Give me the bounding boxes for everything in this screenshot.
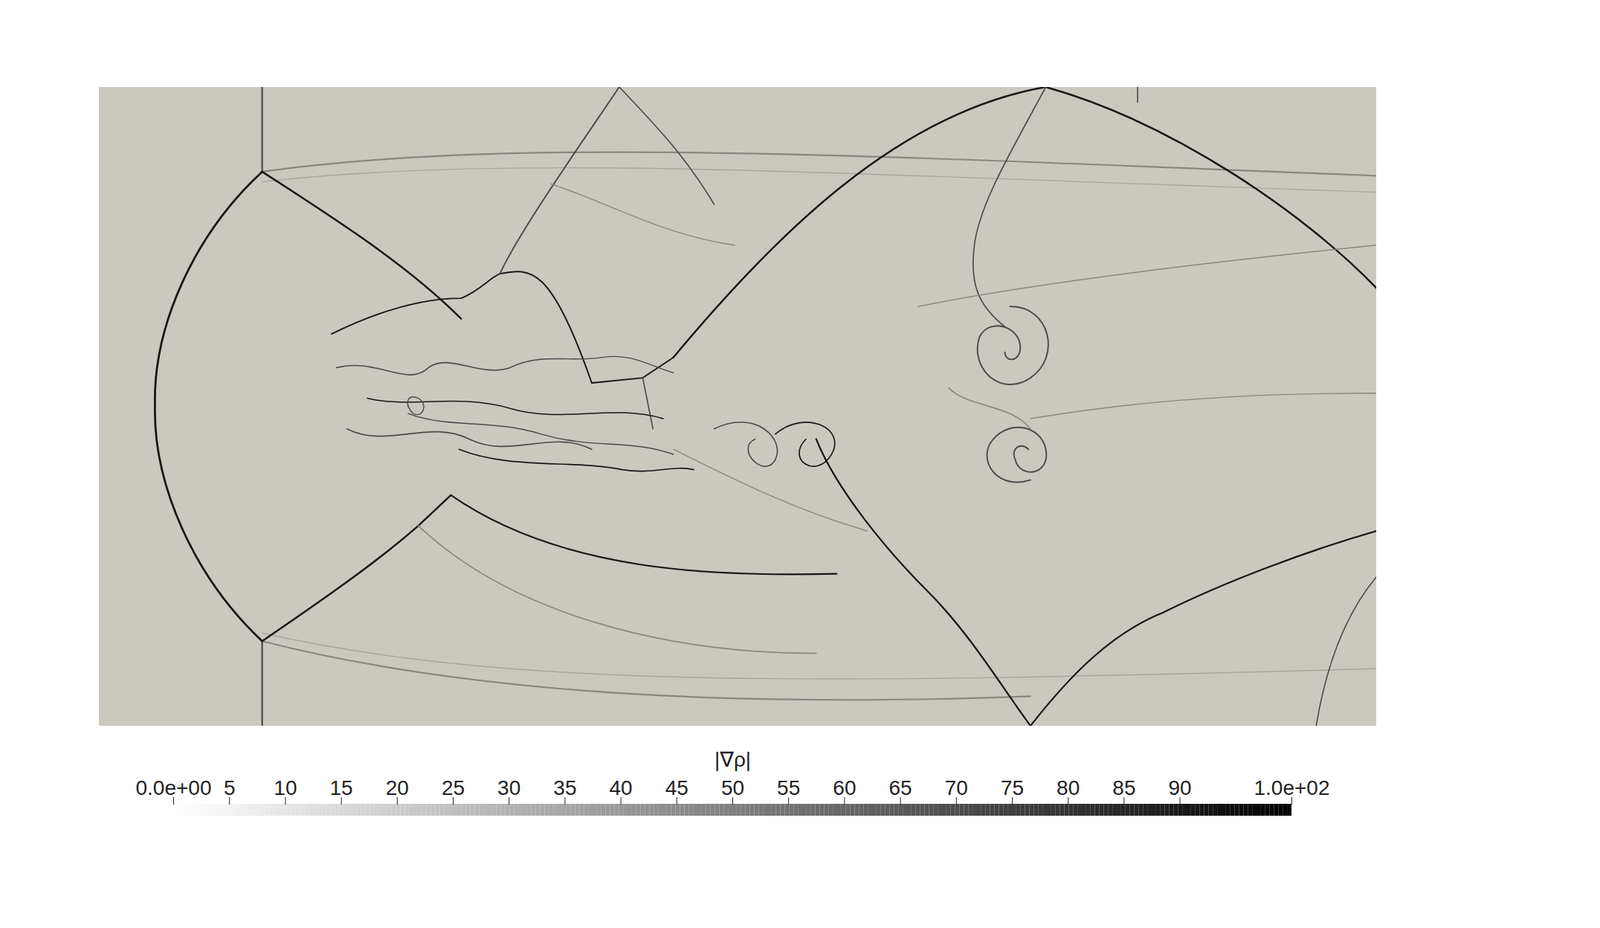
svg-text:45: 45 <box>665 776 689 800</box>
svg-text:60: 60 <box>832 776 856 800</box>
svg-text:20: 20 <box>385 776 409 800</box>
svg-text:75: 75 <box>1000 776 1024 800</box>
svg-text:10: 10 <box>273 776 297 800</box>
svg-text:80: 80 <box>1056 776 1080 800</box>
svg-text:35: 35 <box>553 776 577 800</box>
svg-text:70: 70 <box>944 776 969 800</box>
svg-text:50: 50 <box>721 776 745 800</box>
svg-text:40: 40 <box>609 776 633 800</box>
svg-text:15: 15 <box>330 776 354 800</box>
svg-text:90: 90 <box>1168 776 1192 800</box>
svg-text:30: 30 <box>497 776 521 800</box>
svg-text:5: 5 <box>223 776 236 800</box>
svg-text:25: 25 <box>441 776 465 800</box>
svg-text:1.0e+02: 1.0e+02 <box>1254 776 1331 800</box>
svg-text:65: 65 <box>889 776 913 800</box>
svg-text:85: 85 <box>1112 776 1136 800</box>
svg-text:0.0e+00: 0.0e+00 <box>136 776 212 800</box>
svg-text:55: 55 <box>776 776 800 800</box>
svg-text:|∇ρ|: |∇ρ| <box>714 747 751 772</box>
